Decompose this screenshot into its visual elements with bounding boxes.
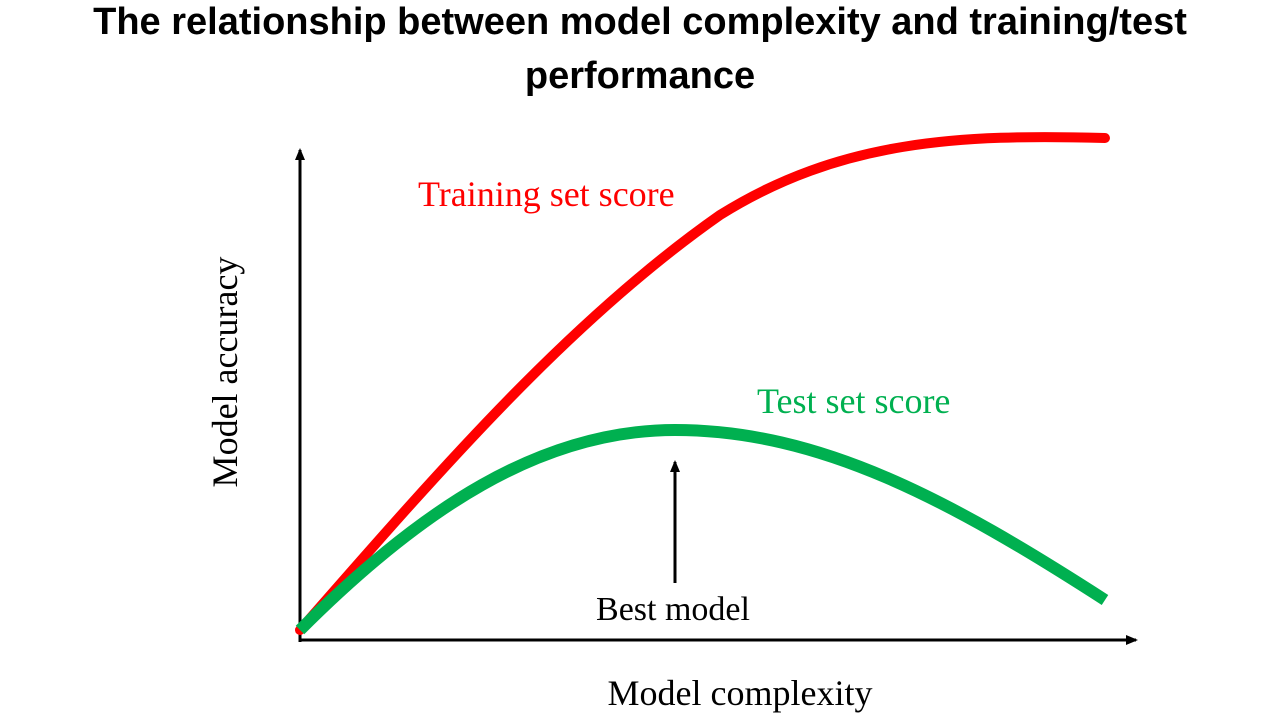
x-axis-label: Model complexity [608,673,873,713]
chart-title-line-1: The relationship between model complexit… [93,1,1187,43]
test-set-curve [295,423,1109,635]
y-axis-label: Model accuracy [205,257,245,488]
training-set-curve [295,132,1110,635]
test-set-label: Test set score [757,381,950,421]
training-set-label: Training set score [418,174,675,214]
chart-title-line-2: performance [525,55,755,97]
best-model-label: Best model [596,591,750,628]
